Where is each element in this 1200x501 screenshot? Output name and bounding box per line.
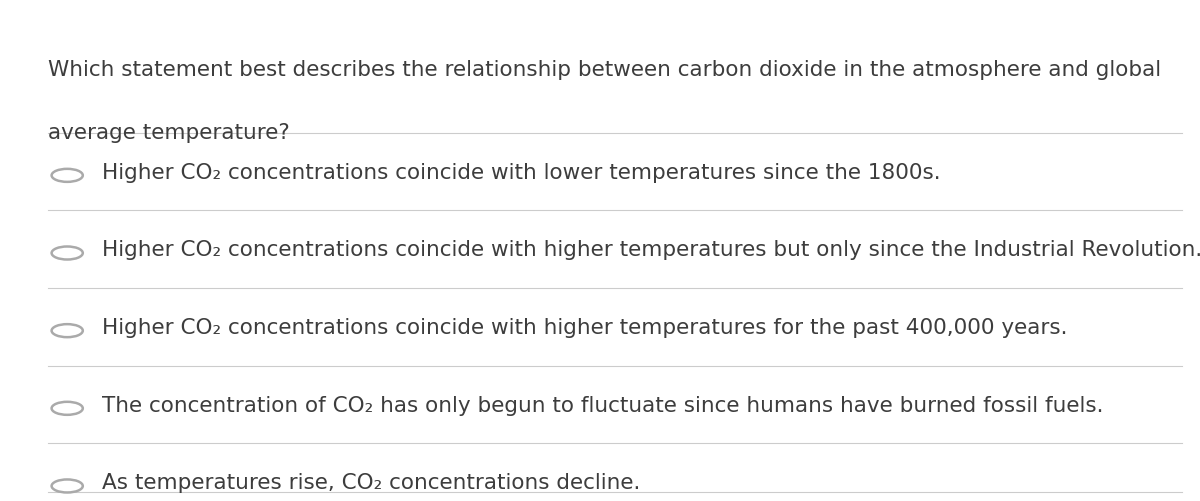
Text: average temperature?: average temperature? [48,123,289,143]
Text: The concentration of CO₂ has only begun to fluctuate since humans have burned fo: The concentration of CO₂ has only begun … [102,396,1104,416]
Text: Which statement best describes the relationship between carbon dioxide in the at: Which statement best describes the relat… [48,60,1162,80]
Text: Higher CO₂ concentrations coincide with higher temperatures but only since the I: Higher CO₂ concentrations coincide with … [102,240,1200,261]
Text: Higher CO₂ concentrations coincide with higher temperatures for the past 400,000: Higher CO₂ concentrations coincide with … [102,318,1068,338]
Text: As temperatures rise, CO₂ concentrations decline.: As temperatures rise, CO₂ concentrations… [102,473,641,493]
Text: Higher CO₂ concentrations coincide with lower temperatures since the 1800s.: Higher CO₂ concentrations coincide with … [102,163,941,183]
